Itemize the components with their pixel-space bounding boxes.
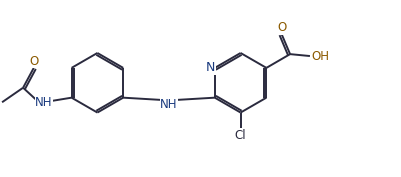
Text: NH: NH bbox=[35, 96, 53, 109]
Text: OH: OH bbox=[311, 50, 329, 62]
Text: Cl: Cl bbox=[235, 129, 246, 142]
Text: O: O bbox=[29, 55, 38, 68]
Text: NH: NH bbox=[160, 98, 178, 111]
Text: N: N bbox=[206, 61, 215, 74]
Text: O: O bbox=[277, 21, 286, 34]
